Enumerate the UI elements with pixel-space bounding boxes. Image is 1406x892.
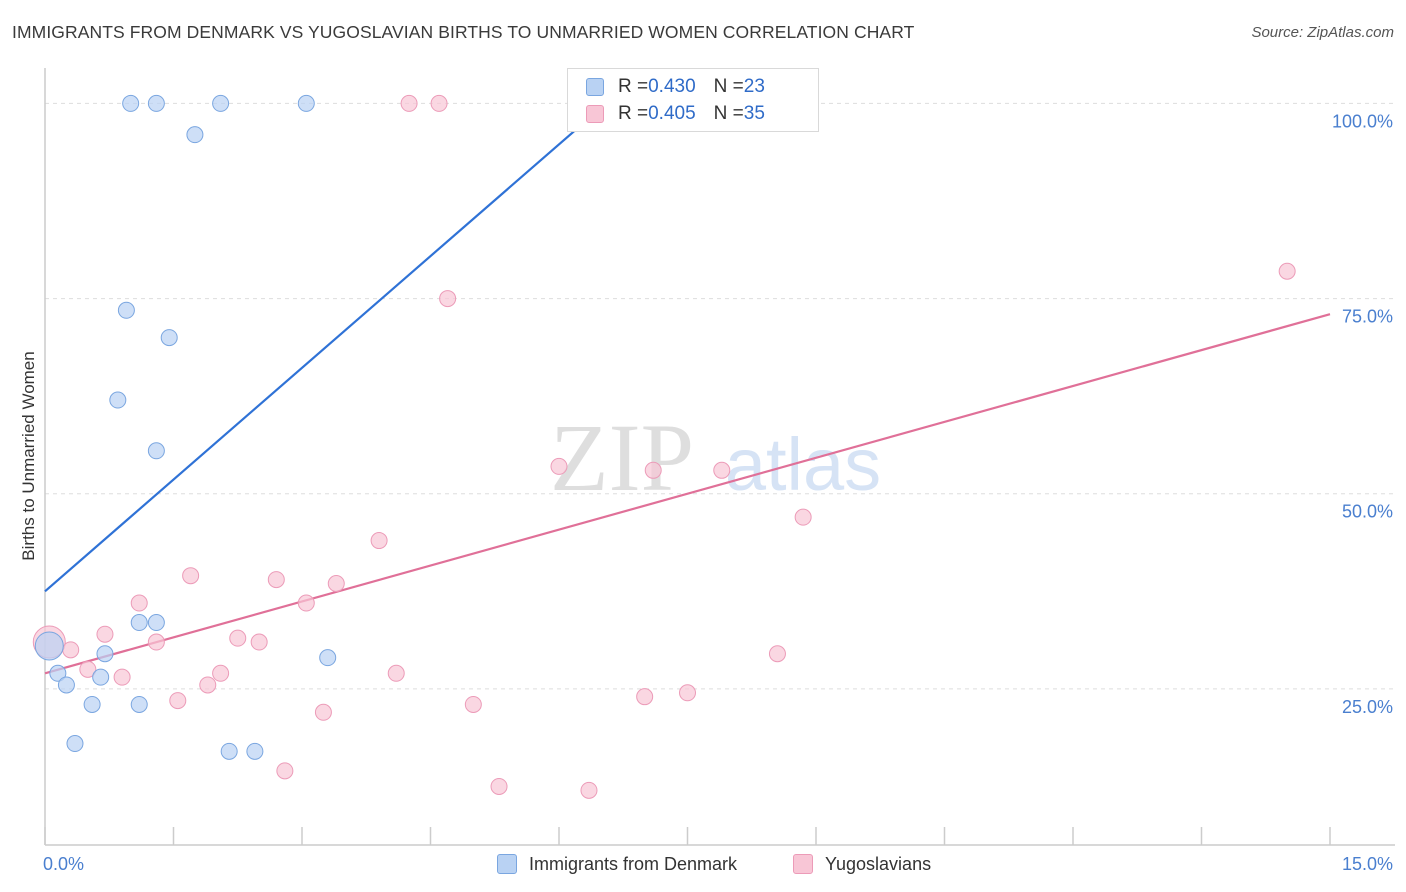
legend-n-value: 23 xyxy=(743,76,765,97)
y-tick-label: 50.0% xyxy=(1342,502,1393,522)
series-legend-yugoslavians: Yugoslavians xyxy=(793,852,931,876)
point-denmark xyxy=(49,664,67,682)
point-yugoslavians xyxy=(464,695,482,713)
point-yugoslavians xyxy=(113,668,131,686)
point-yugoslavians xyxy=(62,641,80,659)
point-yugoslavians xyxy=(430,94,448,112)
trend-line-denmark xyxy=(44,102,607,593)
source-label: Source: ZipAtlas.com xyxy=(1251,24,1394,41)
point-denmark xyxy=(160,329,178,347)
point-denmark xyxy=(147,94,165,112)
point-denmark xyxy=(117,301,135,319)
legend-swatch-denmark xyxy=(586,78,604,96)
legend-r-value: 0.405 xyxy=(648,103,696,124)
point-denmark xyxy=(96,645,114,663)
point-denmark xyxy=(130,695,148,713)
point-yugoslavians xyxy=(439,290,457,308)
watermark: ZIP atlas xyxy=(550,404,881,511)
watermark-zip: ZIP xyxy=(550,404,694,511)
point-denmark xyxy=(83,695,101,713)
point-denmark xyxy=(220,742,238,760)
point-yugoslavians xyxy=(713,461,731,479)
series-swatch-yugoslavians xyxy=(793,854,813,874)
point-yugoslavians xyxy=(79,660,97,678)
point-yugoslavians xyxy=(327,574,345,592)
point-yugoslavians xyxy=(212,664,230,682)
tick-labels: 25.0% 50.0% 75.0% 100.0% 0.0% 15.0% xyxy=(43,111,1393,874)
point-yugoslavians xyxy=(169,692,187,710)
point-denmark xyxy=(147,614,165,632)
series-swatch-denmark xyxy=(497,854,517,874)
axes xyxy=(44,68,1395,846)
point-yugoslavians xyxy=(182,567,200,585)
point-denmark xyxy=(66,735,84,753)
point-denmark xyxy=(246,742,264,760)
legend-n-value: 35 xyxy=(743,103,765,124)
legend-r-value: 0.430 xyxy=(648,76,696,97)
correlation-legend: R = 0.430 N = 23 R = 0.405 N = 35 xyxy=(567,68,819,132)
point-yugoslavians xyxy=(768,645,786,663)
point-denmark xyxy=(34,631,64,661)
legend-row-yugoslavians: R = 0.405 N = 35 xyxy=(586,101,765,127)
point-yugoslavians xyxy=(1278,262,1296,280)
point-yugoslavians xyxy=(130,594,148,612)
point-yugoslavians xyxy=(229,629,247,647)
point-denmark xyxy=(57,676,75,694)
point-yugoslavians xyxy=(644,461,662,479)
legend-swatch-yugoslavians xyxy=(586,105,604,123)
point-yugoslavians xyxy=(370,532,388,550)
point-denmark xyxy=(319,649,337,667)
gridlines xyxy=(45,102,1395,690)
y-axis-label: Births to Unmarried Women xyxy=(19,351,38,560)
legend-row-denmark: R = 0.430 N = 23 xyxy=(586,74,765,100)
x-tick-label: 0.0% xyxy=(43,854,84,874)
chart-title: IMMIGRANTS FROM DENMARK VS YUGOSLAVIAN B… xyxy=(12,22,915,42)
point-denmark xyxy=(297,94,315,112)
series-label-yugoslavians: Yugoslavians xyxy=(825,853,932,874)
point-yugoslavians xyxy=(147,633,165,651)
point-denmark xyxy=(122,94,140,112)
point-yugoslavians xyxy=(636,688,654,706)
point-denmark xyxy=(186,126,204,144)
legend-n-label: N = xyxy=(713,103,744,124)
legend-n-label: N = xyxy=(713,76,744,97)
point-yugoslavians xyxy=(314,703,332,721)
point-yugoslavians xyxy=(679,684,696,702)
trend-line-yugoslavians xyxy=(44,313,1331,675)
point-yugoslavians xyxy=(250,633,268,651)
point-yugoslavians xyxy=(387,664,405,682)
point-denmark xyxy=(130,614,148,632)
series-legend-denmark: Immigrants from Denmark xyxy=(497,852,737,876)
point-yugoslavians xyxy=(490,777,508,795)
point-yugoslavians xyxy=(199,676,217,694)
series-label-denmark: Immigrants from Denmark xyxy=(529,853,738,874)
point-yugoslavians xyxy=(96,625,114,643)
point-yugoslavians xyxy=(794,508,812,526)
point-denmark xyxy=(147,442,165,460)
point-denmark xyxy=(212,94,230,112)
legend-r-label: R = xyxy=(618,103,649,124)
point-yugoslavians xyxy=(550,457,568,475)
y-tick-label: 75.0% xyxy=(1342,307,1393,327)
point-yugoslavians xyxy=(580,781,598,799)
trend-lines xyxy=(44,102,1331,675)
watermark-atlas: atlas xyxy=(725,423,881,506)
point-yugoslavians xyxy=(297,594,315,612)
y-tick-label: 100.0% xyxy=(1332,111,1393,131)
legend-r-label: R = xyxy=(618,76,649,97)
point-yugoslavians xyxy=(400,94,418,112)
x-tick-label: 15.0% xyxy=(1342,854,1393,874)
point-yugoslavians xyxy=(267,571,285,589)
point-yugoslavians xyxy=(276,762,294,780)
point-denmark xyxy=(92,668,110,686)
point-denmark xyxy=(109,391,127,409)
y-tick-label: 25.0% xyxy=(1342,697,1393,717)
